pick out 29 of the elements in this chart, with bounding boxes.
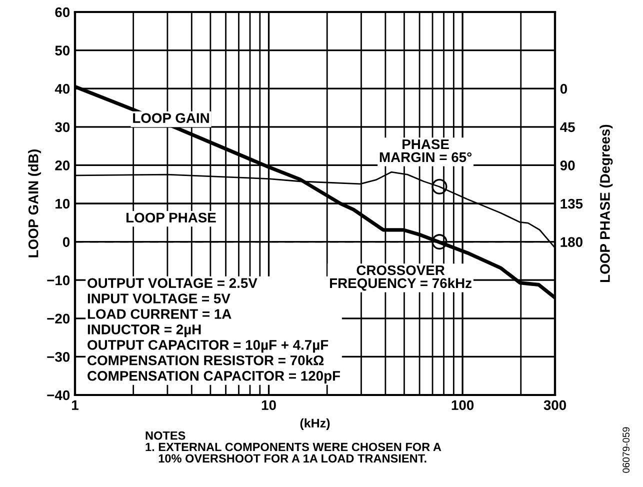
y-tick-label: −30 [47, 352, 70, 362]
y-axis-title: LOOP GAIN (dB) [28, 150, 42, 258]
x-tick-label: 10 [262, 400, 276, 410]
y2-tick-label: 135 [560, 198, 583, 209]
annotation: CROSSOVER FREQUENCY = 76kHz [330, 265, 472, 291]
y-tick-label: 60 [55, 7, 70, 18]
y-tick-label: −40 [47, 390, 70, 400]
x-tick-label: 1 [72, 400, 78, 410]
text: 06079-059 [622, 427, 630, 473]
y-tick-label: −20 [47, 314, 70, 324]
y-tick-label: 50 [55, 46, 70, 56]
series-label: LOOP GAIN [133, 113, 209, 123]
y-tick-label: −10 [47, 275, 70, 286]
text: NOTES 1. EXTERNAL COMPONENTS WERE CHOSEN FOR A 10% OVERSHOOT FOR A 1A LOAD TRANSIENT. [146, 431, 442, 463]
y-tick-label: 40 [54, 84, 70, 94]
y-tick-label: 10 [56, 198, 70, 209]
x-tick-label: 100 [452, 400, 474, 410]
annotation: PHASE MARGIN = 65° [380, 139, 472, 162]
y2-tick-label: 45 [560, 122, 575, 132]
y2-tick-label: 180 [560, 237, 582, 247]
y2-tick-label: 0 [560, 84, 568, 94]
y-tick-label: 30 [55, 122, 70, 132]
y2-axis-title: LOOP PHASE (Degrees) [600, 124, 613, 282]
y-tick-label: 0 [62, 237, 70, 247]
text: LOOP PHASE [126, 212, 216, 223]
x-axis-title: (kHz) [300, 418, 330, 430]
y-tick-label: 20 [55, 160, 70, 170]
y2-tick-label: 90 [560, 160, 575, 170]
x-tick-label: 300 [544, 400, 566, 410]
